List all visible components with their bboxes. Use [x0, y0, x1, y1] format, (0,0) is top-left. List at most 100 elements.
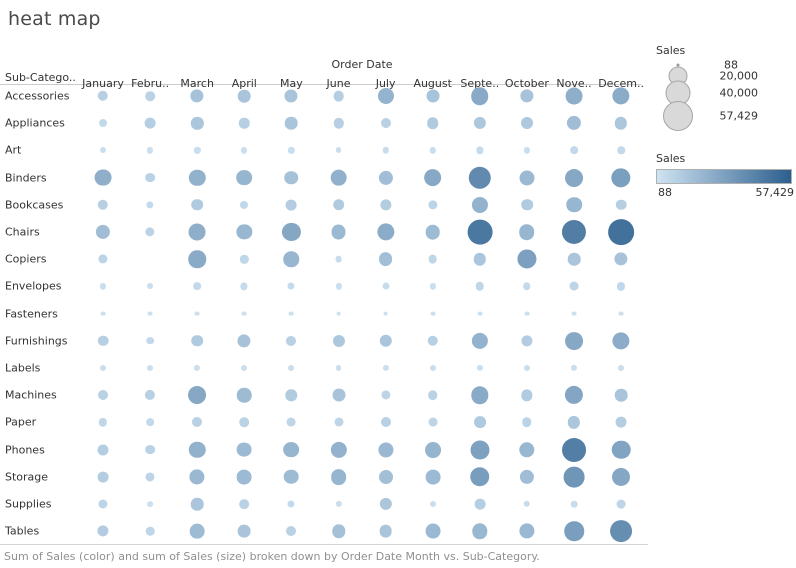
- heatmap-mark[interactable]: [523, 282, 531, 291]
- heatmap-mark[interactable]: [241, 147, 248, 154]
- heatmap-mark[interactable]: [97, 90, 109, 102]
- heatmap-mark[interactable]: [520, 117, 533, 130]
- heatmap-mark[interactable]: [615, 199, 627, 211]
- heatmap-mark[interactable]: [471, 386, 489, 404]
- heatmap-mark[interactable]: [563, 466, 585, 488]
- heatmap-mark[interactable]: [617, 146, 625, 155]
- heatmap-mark[interactable]: [521, 335, 533, 347]
- row-header[interactable]: Envelopes: [5, 279, 62, 293]
- heatmap-mark[interactable]: [377, 87, 394, 105]
- heatmap-mark[interactable]: [188, 169, 206, 186]
- heatmap-mark[interactable]: [145, 91, 155, 101]
- heatmap-mark[interactable]: [565, 331, 583, 350]
- heatmap-mark[interactable]: [523, 365, 530, 371]
- heatmap-mark[interactable]: [286, 526, 297, 537]
- heatmap-mark[interactable]: [378, 469, 393, 484]
- heatmap-mark[interactable]: [378, 442, 394, 458]
- heatmap-mark[interactable]: [284, 469, 299, 485]
- heatmap-mark[interactable]: [194, 364, 201, 372]
- heatmap-mark[interactable]: [427, 390, 438, 400]
- row-header[interactable]: Copiers: [5, 252, 47, 266]
- heatmap-mark[interactable]: [145, 444, 155, 455]
- heatmap-mark[interactable]: [476, 364, 483, 372]
- heatmap-mark[interactable]: [145, 390, 156, 401]
- row-header[interactable]: Machines: [5, 388, 57, 402]
- heatmap-mark[interactable]: [285, 199, 297, 211]
- heatmap-mark[interactable]: [286, 335, 297, 346]
- heatmap-mark[interactable]: [429, 501, 436, 507]
- heatmap-mark[interactable]: [330, 468, 347, 485]
- heatmap-mark[interactable]: [239, 499, 250, 509]
- heatmap-mark[interactable]: [145, 526, 155, 536]
- heatmap-mark[interactable]: [285, 389, 298, 401]
- heatmap-mark[interactable]: [97, 444, 109, 456]
- heatmap-mark[interactable]: [517, 249, 537, 269]
- heatmap-mark[interactable]: [614, 116, 628, 130]
- heatmap-mark[interactable]: [470, 467, 490, 487]
- heatmap-mark[interactable]: [336, 311, 341, 317]
- heatmap-mark[interactable]: [564, 521, 584, 541]
- heatmap-mark[interactable]: [146, 201, 154, 209]
- heatmap-mark[interactable]: [428, 200, 438, 210]
- heatmap-mark[interactable]: [237, 524, 251, 538]
- heatmap-mark[interactable]: [284, 89, 298, 103]
- heatmap-mark[interactable]: [283, 441, 300, 458]
- heatmap-mark[interactable]: [570, 500, 578, 508]
- heatmap-mark[interactable]: [467, 219, 493, 245]
- heatmap-mark[interactable]: [147, 283, 154, 290]
- heatmap-mark[interactable]: [147, 501, 153, 507]
- heatmap-mark[interactable]: [145, 227, 155, 237]
- heatmap-mark[interactable]: [97, 199, 109, 210]
- heatmap-mark[interactable]: [97, 471, 109, 483]
- heatmap-mark[interactable]: [382, 282, 390, 290]
- heatmap-mark[interactable]: [521, 198, 533, 211]
- heatmap-mark[interactable]: [240, 200, 249, 209]
- heatmap-mark[interactable]: [236, 224, 252, 240]
- row-header[interactable]: Bookcases: [5, 198, 64, 212]
- heatmap-mark[interactable]: [617, 282, 626, 291]
- heatmap-mark[interactable]: [472, 523, 488, 539]
- heatmap-mark[interactable]: [567, 252, 581, 266]
- heatmap-mark[interactable]: [569, 281, 579, 291]
- row-header[interactable]: Furnishings: [5, 334, 68, 348]
- heatmap-mark[interactable]: [570, 364, 578, 372]
- heatmap-mark[interactable]: [382, 364, 389, 372]
- heatmap-mark[interactable]: [188, 441, 206, 458]
- heatmap-mark[interactable]: [237, 89, 251, 103]
- heatmap-mark[interactable]: [99, 283, 107, 290]
- heatmap-mark[interactable]: [145, 172, 155, 183]
- heatmap-mark[interactable]: [95, 224, 111, 240]
- heatmap-mark[interactable]: [612, 332, 630, 350]
- heatmap-mark[interactable]: [471, 87, 489, 105]
- heatmap-mark[interactable]: [333, 117, 344, 129]
- heatmap-mark[interactable]: [378, 170, 393, 185]
- heatmap-mark[interactable]: [562, 437, 586, 462]
- heatmap-mark[interactable]: [380, 118, 391, 129]
- heatmap-mark[interactable]: [610, 520, 633, 543]
- heatmap-mark[interactable]: [523, 500, 531, 508]
- heatmap-mark[interactable]: [614, 388, 628, 402]
- heatmap-mark[interactable]: [618, 365, 625, 371]
- heatmap-mark[interactable]: [379, 334, 392, 348]
- heatmap-mark[interactable]: [429, 365, 436, 371]
- heatmap-mark[interactable]: [241, 311, 247, 317]
- heatmap-mark[interactable]: [191, 198, 203, 211]
- heatmap-mark[interactable]: [611, 167, 631, 188]
- heatmap-mark[interactable]: [192, 417, 203, 428]
- heatmap-mark[interactable]: [147, 147, 154, 154]
- heatmap-mark[interactable]: [565, 168, 583, 187]
- heatmap-mark[interactable]: [425, 523, 441, 539]
- heatmap-mark[interactable]: [100, 311, 106, 317]
- heatmap-mark[interactable]: [524, 311, 530, 317]
- size-legend[interactable]: Sales 88 20,000 40,000 57,429: [656, 44, 796, 131]
- column-header[interactable]: Febru..: [131, 77, 170, 90]
- heatmap-mark[interactable]: [476, 146, 484, 154]
- heatmap-mark[interactable]: [561, 219, 587, 245]
- heatmap-mark[interactable]: [519, 441, 535, 458]
- heatmap-mark[interactable]: [286, 417, 296, 427]
- heatmap-mark[interactable]: [330, 441, 347, 458]
- heatmap-mark[interactable]: [383, 311, 389, 317]
- heatmap-mark[interactable]: [190, 89, 204, 103]
- heatmap-mark[interactable]: [94, 169, 112, 187]
- heatmap-mark[interactable]: [380, 417, 391, 428]
